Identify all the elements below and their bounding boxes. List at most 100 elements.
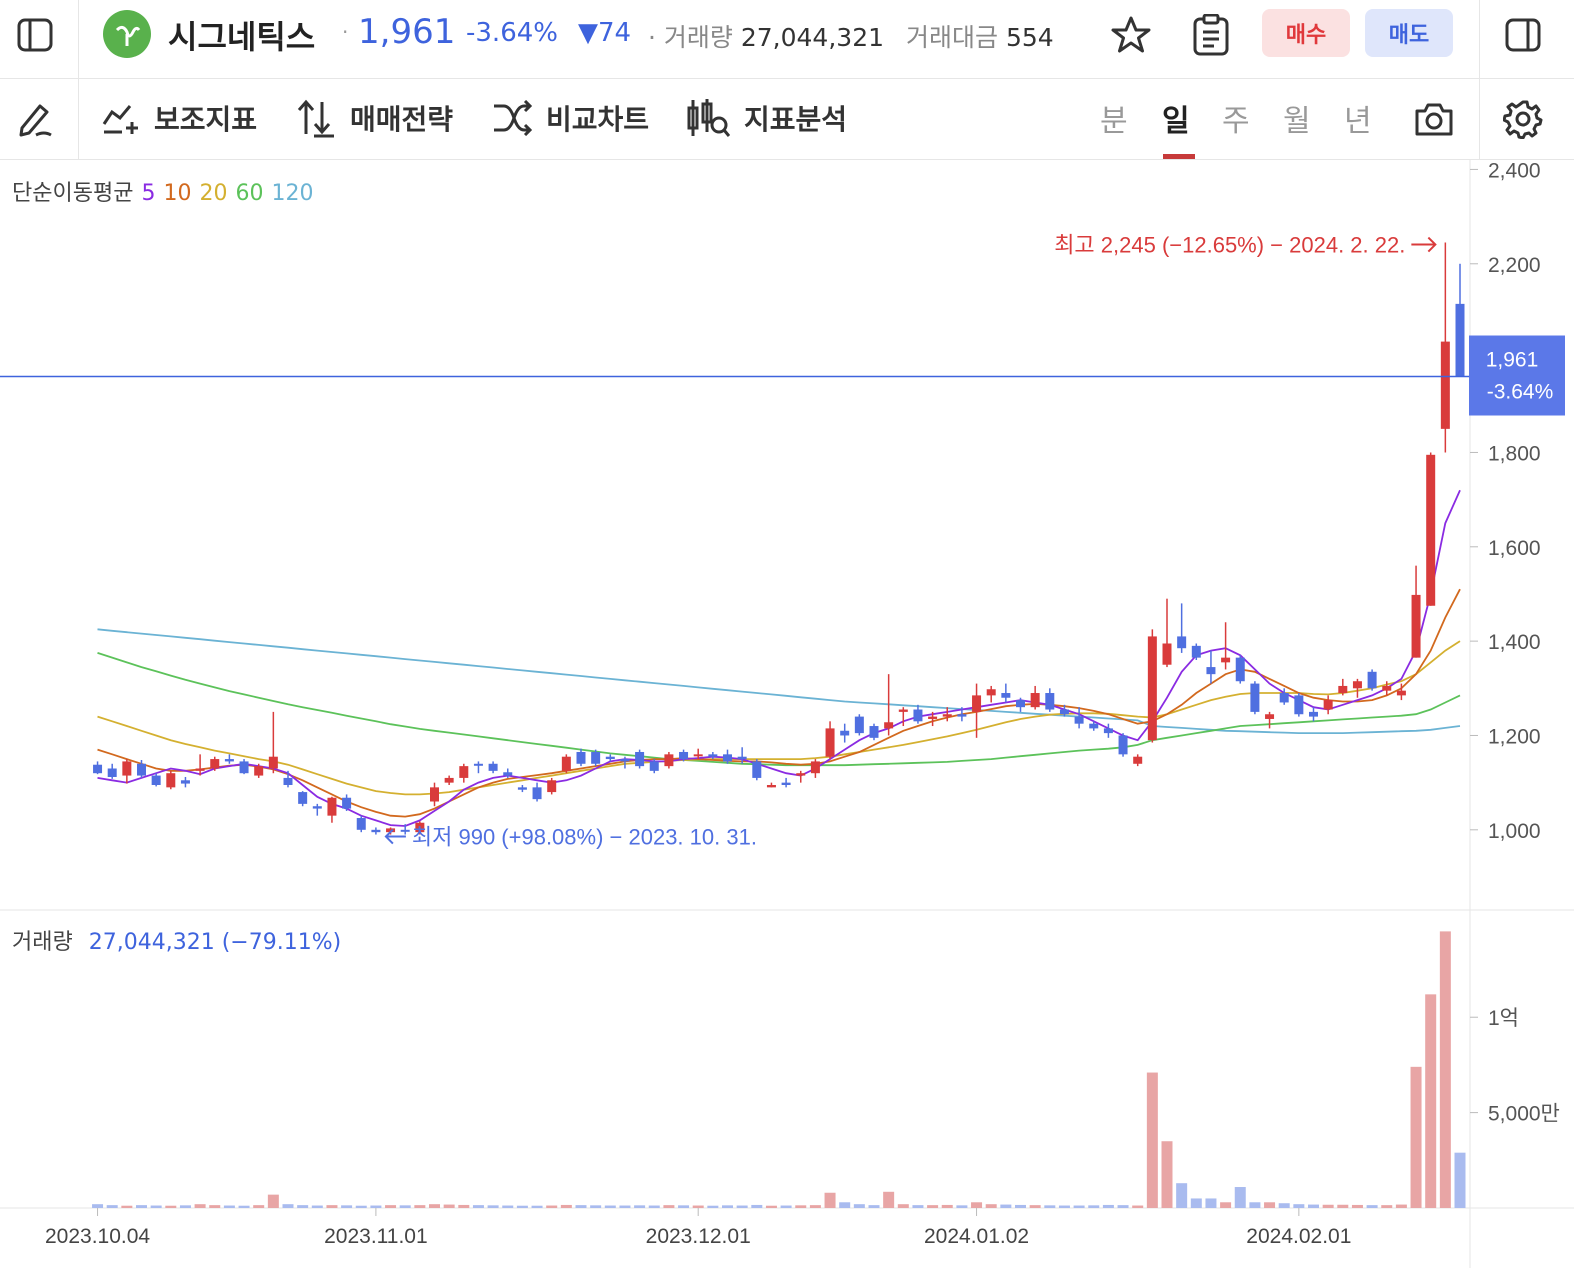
volume-bar — [311, 1205, 323, 1208]
settings-gear-icon[interactable] — [1498, 96, 1548, 142]
volume-bar — [1029, 1205, 1041, 1208]
candle-body — [298, 792, 308, 804]
volume-bar — [751, 1204, 763, 1208]
date-tick-label: 2023.11.01 — [324, 1225, 428, 1248]
strategy-menu-button[interactable]: 매매전략 — [296, 96, 453, 140]
volume-bar — [341, 1205, 353, 1208]
ma60-legend: 60 — [235, 181, 264, 206]
candle-body — [708, 754, 718, 757]
ma120-line — [97, 628, 1461, 734]
star-icon[interactable] — [1108, 12, 1154, 58]
period-year-tab[interactable]: 년 — [1344, 104, 1372, 139]
analysis-menu-button[interactable]: 지표분석 — [686, 96, 847, 140]
volume-bar — [1366, 1205, 1378, 1208]
sidebar-toggle-icon[interactable] — [10, 12, 60, 58]
candle-body — [224, 759, 234, 762]
candle-body — [693, 754, 703, 757]
volume-bar — [223, 1205, 235, 1208]
stock-name: 시그네틱스 — [168, 18, 316, 56]
ma5-line — [97, 489, 1461, 827]
drawing-pencil-icon[interactable] — [12, 96, 58, 142]
buy-button[interactable]: 매수 — [1262, 9, 1350, 57]
candle-body — [1016, 700, 1025, 708]
candle-body — [737, 756, 747, 760]
candle-body — [459, 766, 469, 778]
candle-body — [635, 751, 645, 767]
side-panel-toggle-icon[interactable] — [1498, 12, 1548, 58]
candle-body — [649, 761, 659, 771]
volume-bar — [429, 1204, 440, 1208]
volume-bar — [209, 1205, 221, 1208]
volume-bar — [179, 1205, 191, 1208]
analysis-magnifier-icon — [687, 99, 730, 137]
camera-icon[interactable] — [1410, 96, 1458, 142]
price-tick-label: 1,800 — [1488, 442, 1541, 465]
candle-body — [679, 751, 689, 760]
volume-bar — [385, 1205, 397, 1208]
date-tick-label: 2024.02.01 — [1246, 1225, 1351, 1248]
period-minute-tab[interactable]: 분 — [1100, 104, 1128, 139]
period-week-tab[interactable]: 주 — [1222, 104, 1250, 139]
indicator-menu-button[interactable]: 보조지표 — [102, 96, 257, 140]
candle-body — [840, 730, 850, 736]
candle-body — [503, 772, 513, 776]
candle-body — [400, 829, 410, 832]
candle-body — [430, 787, 439, 802]
volume-bar — [1425, 994, 1437, 1208]
volume-bar — [678, 1205, 690, 1208]
ma5-legend: 5 — [141, 181, 156, 206]
candle-body — [1089, 723, 1099, 729]
candle-body — [591, 751, 601, 764]
candle-body — [1309, 711, 1318, 717]
candle-body — [1411, 594, 1421, 658]
volume-bar — [1249, 1202, 1261, 1208]
volume-bar — [663, 1205, 675, 1208]
candle-body — [268, 756, 278, 769]
candle-body — [928, 716, 938, 719]
volume-bar — [971, 1202, 983, 1208]
volume-bar — [326, 1205, 338, 1208]
candle-body — [195, 768, 205, 771]
volume-bar — [136, 1205, 147, 1208]
candle-body — [1001, 693, 1011, 698]
stock-logo-icon — [103, 10, 151, 58]
volume-bar — [1000, 1204, 1012, 1208]
candle-body — [810, 761, 820, 774]
price-chart-svg[interactable]: 2,4002,2002,0001,8001,6001,4001,2001,000… — [0, 159, 1574, 1268]
volume-bar — [1015, 1204, 1026, 1208]
ma10-legend: 10 — [163, 181, 192, 206]
compare-menu-button[interactable]: 비교차트 — [492, 96, 649, 140]
analysis-label: 지표분석 — [744, 103, 848, 136]
period-month-tab[interactable]: 월 — [1283, 104, 1311, 139]
candle-body — [210, 759, 220, 769]
volume-bar — [1176, 1183, 1188, 1208]
volume-bar — [619, 1205, 631, 1208]
date-tick-label: 2023.12.01 — [646, 1225, 751, 1248]
volume-bar — [1058, 1205, 1070, 1208]
ma-legend: 단순이동평균 5 10 20 60 120 — [12, 175, 313, 207]
volume-bar — [604, 1205, 616, 1208]
candle-body — [942, 714, 952, 717]
clipboard-icon[interactable] — [1188, 12, 1234, 58]
candle-body — [766, 785, 776, 788]
volume-bar — [560, 1204, 572, 1208]
high-annotation: 최고 2,245 (−12.65%) − 2024. 2. 22. — [1054, 233, 1405, 258]
candle-body — [561, 756, 571, 771]
ma10-line — [97, 588, 1461, 818]
volume-bar — [1073, 1205, 1085, 1208]
volume-bar — [150, 1205, 162, 1208]
candle-body — [1279, 693, 1289, 703]
period-day-tab[interactable]: 일 — [1162, 104, 1190, 139]
volume-bar — [765, 1205, 777, 1208]
volume-bar — [795, 1205, 807, 1208]
volume-value: 27,044,321 — [740, 23, 884, 52]
candle-body — [444, 777, 454, 783]
volume-bar — [267, 1194, 279, 1208]
sell-button[interactable]: 매도 — [1365, 9, 1453, 57]
volume-bar — [1293, 1204, 1305, 1208]
candle-body — [1118, 735, 1128, 755]
volume-bar — [590, 1205, 602, 1208]
candle-body — [1074, 716, 1084, 724]
chart-area[interactable]: 2,4002,2002,0001,8001,6001,4001,2001,000… — [0, 159, 1574, 1272]
ma20-line — [97, 640, 1461, 796]
